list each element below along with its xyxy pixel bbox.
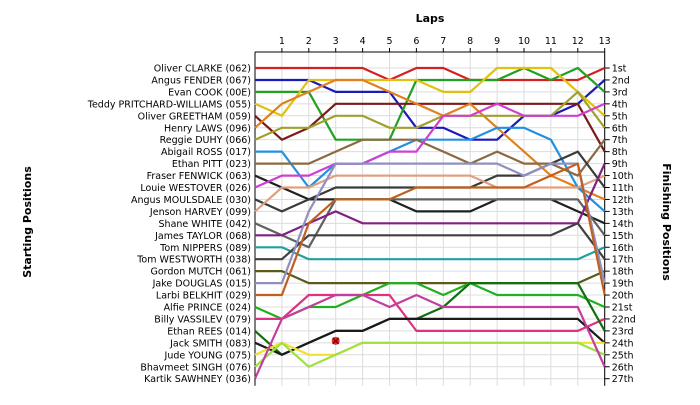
starting-driver-label: Evan COOK (00E) <box>168 87 251 98</box>
finishing-position-label: 18th <box>612 267 634 278</box>
y-axis-title-right: Finishing Positions <box>660 163 673 281</box>
starting-driver-label: Shane WHITE (042) <box>159 219 251 230</box>
starting-driver-label: Jack SMITH (083) <box>169 338 251 349</box>
series-line-1 <box>255 66 606 82</box>
series-layer <box>253 66 606 380</box>
starting-driver-label: Fraser FENWICK (063) <box>147 171 251 182</box>
finishing-position-label: 16th <box>612 243 634 254</box>
starting-driver-label: Larbi BELKHIT (029) <box>156 291 251 302</box>
starting-driver-label: Louie WESTOVER (026) <box>140 183 251 194</box>
starting-driver-label: Angus FENDER (067) <box>151 75 251 86</box>
finishing-position-label: 6th <box>612 123 628 134</box>
lap-tick-label: 7 <box>440 36 446 47</box>
starting-driver-label: Henry LAWS (096) <box>164 123 251 134</box>
lap-tick-label: 12 <box>572 36 584 47</box>
lap-tick-label: 1 <box>279 36 285 47</box>
series-line-20 <box>255 162 606 297</box>
lap-tick-label: 3 <box>333 36 339 47</box>
series-line-8 <box>255 126 606 213</box>
series-line-18 <box>255 270 606 285</box>
series-line-14 <box>254 198 606 249</box>
starting-driver-label: Angus MOULSDALE (030) <box>131 195 251 206</box>
finishing-position-label: 7th <box>612 135 628 146</box>
finishing-position-label: 12th <box>612 195 634 206</box>
starting-driver-label: Jude YOUNG (075) <box>164 350 251 361</box>
x-axis-title: Laps <box>416 12 445 25</box>
series-line-12 <box>254 150 606 213</box>
lap-tick-label: 9 <box>494 36 500 47</box>
retired-marker <box>331 336 340 345</box>
finishing-position-label: 10th <box>612 171 634 182</box>
starting-driver-label: Oliver GREETHAM (059) <box>138 111 251 122</box>
starting-driver-label: Oliver CLARKE (062) <box>154 64 251 75</box>
starting-driver-label: Tom WESTWORTH (038) <box>136 255 251 266</box>
lap-tick-label: 13 <box>599 36 611 47</box>
starting-driver-label: Tom NIPPERS (089) <box>159 243 251 254</box>
lap-tick-label: 6 <box>413 36 419 47</box>
starting-driver-label: Jake DOUGLAS (015) <box>152 279 251 290</box>
finishing-position-label: 22nd <box>612 314 636 325</box>
starting-driver-label: James TAYLOR (068) <box>154 231 251 242</box>
finishing-position-label: 9th <box>612 159 628 170</box>
series-line-4 <box>254 66 606 117</box>
finishing-position-label: 17th <box>612 255 634 266</box>
starting-driver-label: Bhavmeet SINGH (076) <box>140 362 251 373</box>
series-line-16 <box>255 246 606 261</box>
starting-driver-label: Teddy PRITCHARD-WILLIAMS (055) <box>87 99 251 110</box>
finishing-position-label: 19th <box>612 279 634 290</box>
finishing-position-label: 13th <box>612 207 634 218</box>
finishing-position-label: 4th <box>612 99 628 110</box>
finishing-position-label: 11th <box>612 183 634 194</box>
lap-tick-label: 5 <box>386 36 392 47</box>
starting-driver-label: Jenson HARVEY (099) <box>149 207 251 218</box>
finishing-position-label: 1st <box>612 64 627 75</box>
series-line-9 <box>255 138 606 177</box>
starting-driver-label: Abigail ROSS (017) <box>161 147 251 158</box>
finishing-position-label: 14th <box>612 219 634 230</box>
finishing-position-label: 15th <box>612 231 634 242</box>
finishing-position-label: 27th <box>612 374 634 385</box>
finishing-position-label: 21st <box>612 303 633 314</box>
series-line-19 <box>255 162 606 285</box>
starting-driver-label: Kartik SAWHNEY (036) <box>144 374 251 385</box>
starting-driver-label: Ethan PITT (023) <box>172 159 251 170</box>
lap-tick-label: 11 <box>545 36 557 47</box>
series-line-3 <box>255 66 606 141</box>
finishing-position-label: 5th <box>612 111 628 122</box>
finishing-position-label: 2nd <box>612 75 630 86</box>
series-line-26 <box>254 341 606 368</box>
starting-driver-label: Gordon MUTCH (061) <box>150 267 251 278</box>
retired-marker-cross <box>332 337 340 345</box>
finishing-position-label: 20th <box>612 291 634 302</box>
series-line-21 <box>254 282 606 320</box>
finishing-position-label: 26th <box>612 362 634 373</box>
starting-driver-label: Ethan REES (014) <box>167 326 251 337</box>
y-axis-title-left: Starting Positions <box>21 166 34 278</box>
series-line-5 <box>254 102 606 153</box>
finishing-position-label: 23rd <box>612 326 634 337</box>
finishing-position-label: 3rd <box>612 87 628 98</box>
finishing-position-label: 25th <box>612 350 634 361</box>
starting-driver-label: Reggie DUHY (066) <box>160 135 251 146</box>
series-line-13 <box>254 174 606 213</box>
lap-tick-label: 8 <box>467 36 473 47</box>
finishing-position-label: 24th <box>612 338 634 349</box>
series-line-11 <box>254 102 606 189</box>
starting-driver-label: Billy VASSILEV (079) <box>154 314 251 325</box>
series-line-6 <box>254 78 606 201</box>
series-line-27 <box>253 293 606 380</box>
lap-tick-label: 2 <box>306 36 312 47</box>
series-line-22 <box>255 293 606 332</box>
finishing-position-label: 8th <box>612 147 628 158</box>
lap-tick-label: 4 <box>360 36 366 47</box>
starting-driver-label: Alfie PRINCE (024) <box>164 303 251 314</box>
series-line-15 <box>255 163 606 237</box>
lap-tick-label: 10 <box>518 36 530 47</box>
series-line-17 <box>255 222 606 261</box>
series-line-24 <box>254 317 606 356</box>
